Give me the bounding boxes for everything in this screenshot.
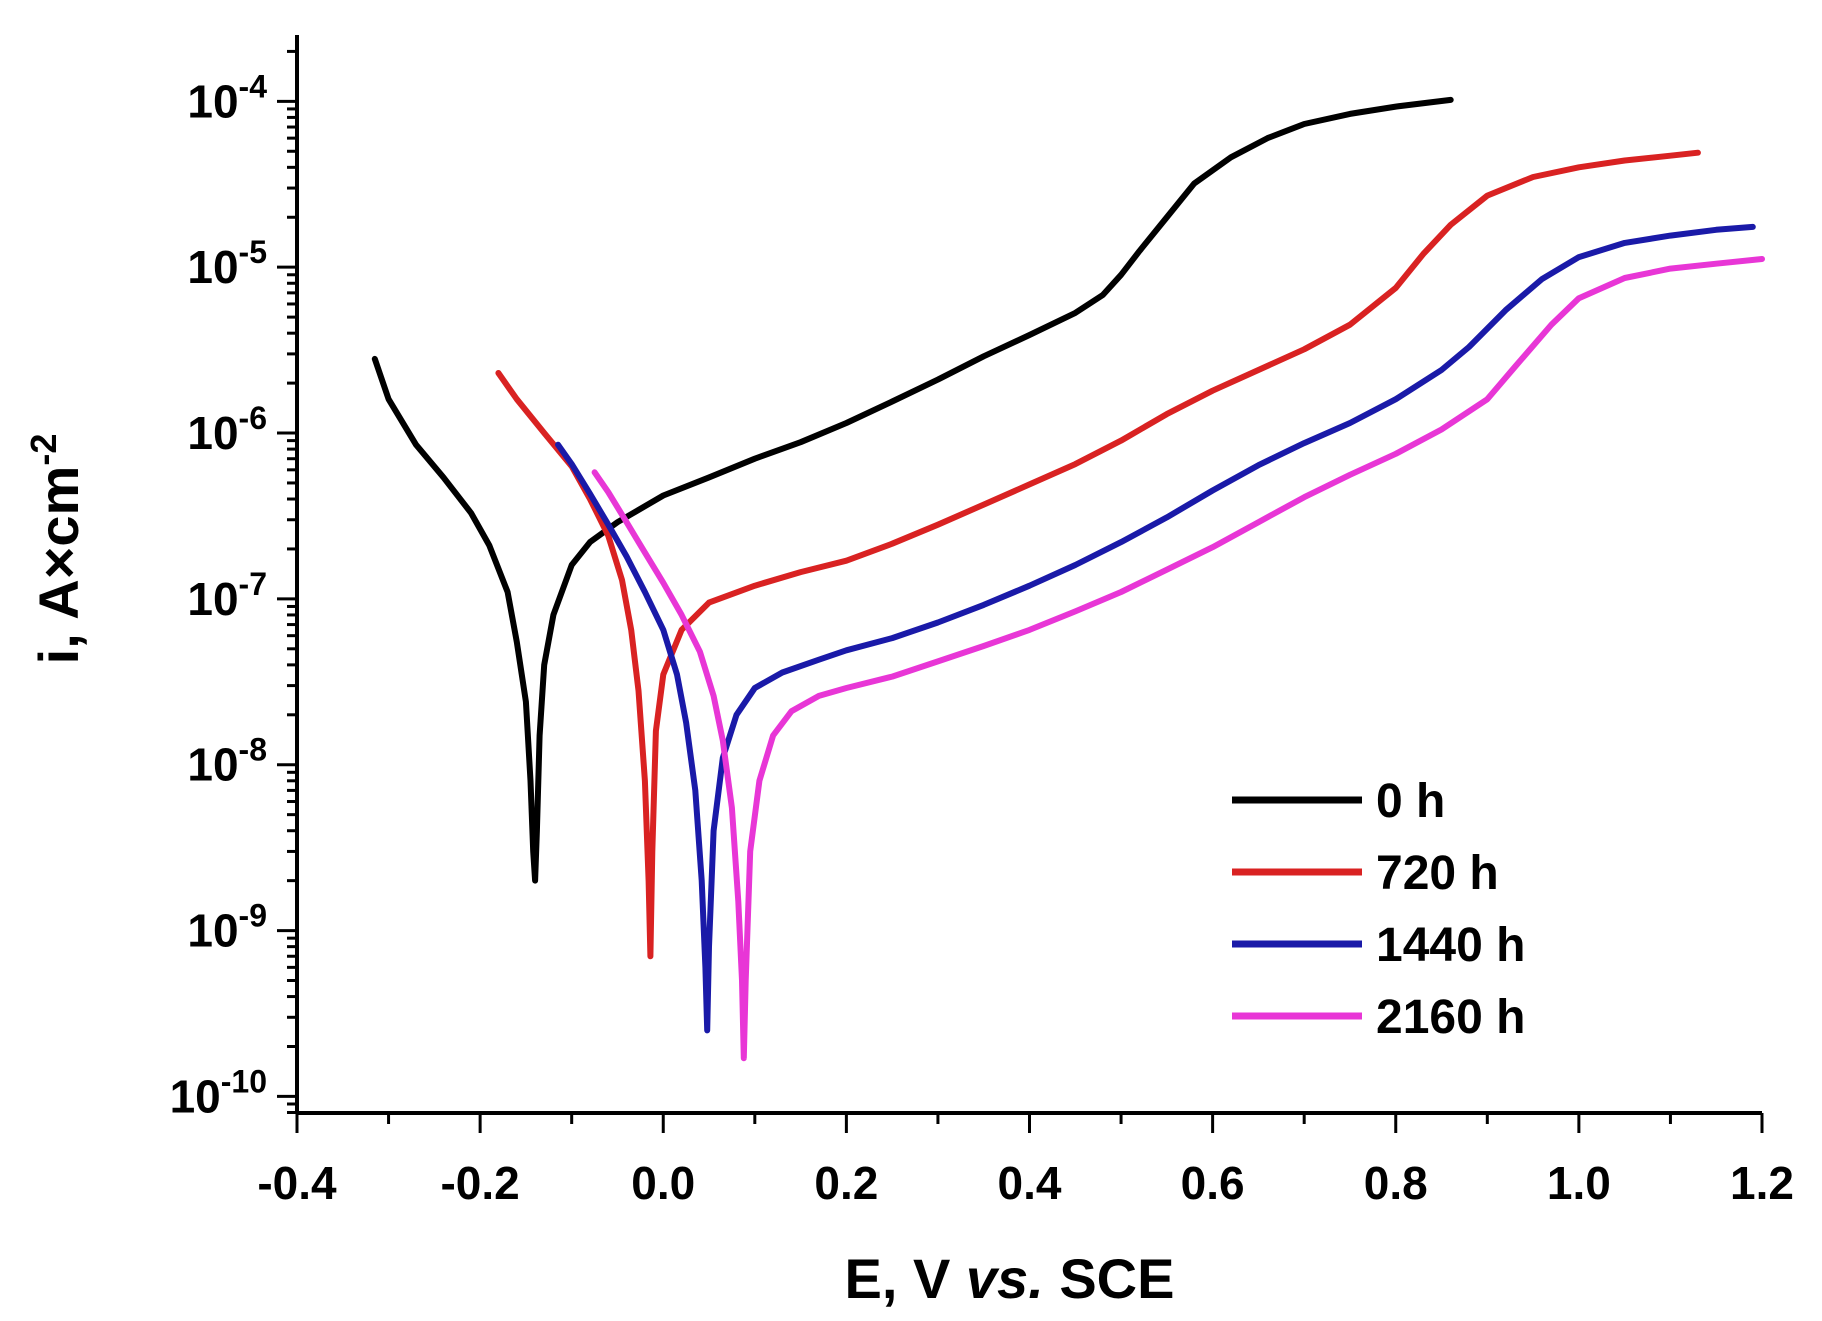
x-tick-label: 0.6 <box>1181 1157 1245 1209</box>
x-ticks: -0.4 -0.2 0.0 0.2 0.4 0.6 0.8 1.0 1.2 <box>257 1113 1794 1209</box>
y-axis-title-base: i, A×cm <box>27 466 90 665</box>
x-axis-title-pre: E, V <box>845 1247 966 1310</box>
y-tick-label: 10-9 <box>187 898 267 957</box>
x-axis-title-post: SCE <box>1044 1247 1175 1310</box>
y-tick-label: 10-4 <box>187 68 267 127</box>
legend-label-0: 0 h <box>1376 775 1445 828</box>
legend-label-2: 1440 h <box>1376 919 1525 972</box>
x-tick-label: -0.2 <box>440 1157 519 1209</box>
y-ticks: 10-4 10-5 10-6 10-7 10-8 10-9 10-10 <box>170 49 297 1122</box>
x-tick-label: 1.2 <box>1730 1157 1794 1209</box>
x-tick-label: 1.0 <box>1547 1157 1611 1209</box>
x-tick-label: 0.8 <box>1364 1157 1428 1209</box>
y-axis-title-sup: -2 <box>23 434 64 466</box>
x-axis-title: E, V vs. SCE <box>845 1247 1175 1310</box>
y-tick-label: 10-8 <box>187 732 267 791</box>
series-line-1 <box>495 149 1701 960</box>
x-tick-label: -0.4 <box>257 1157 337 1209</box>
x-tick-label: 0.2 <box>814 1157 878 1209</box>
y-tick-label: 10-5 <box>187 234 267 293</box>
series-line-3 <box>591 256 1765 1062</box>
x-tick-label: 0.0 <box>631 1157 695 1209</box>
y-tick-label: 10-10 <box>170 1063 267 1122</box>
x-axis-title-italic: vs. <box>966 1247 1044 1310</box>
legend-label-3: 2160 h <box>1376 991 1525 1044</box>
x-tick-label: 0.4 <box>998 1157 1062 1209</box>
series-group <box>371 96 1765 1062</box>
series-line-0 <box>371 96 1454 884</box>
y-tick-label: 10-6 <box>187 400 267 459</box>
legend-label-1: 720 h <box>1376 847 1499 900</box>
y-axis-title: i, A×cm-2 <box>23 434 90 665</box>
axes <box>295 35 1762 1115</box>
y-tick-label: 10-7 <box>187 566 267 625</box>
series-line-2 <box>555 223 1756 1034</box>
legend: 0 h 720 h 1440 h 2160 h <box>1232 775 1525 1044</box>
